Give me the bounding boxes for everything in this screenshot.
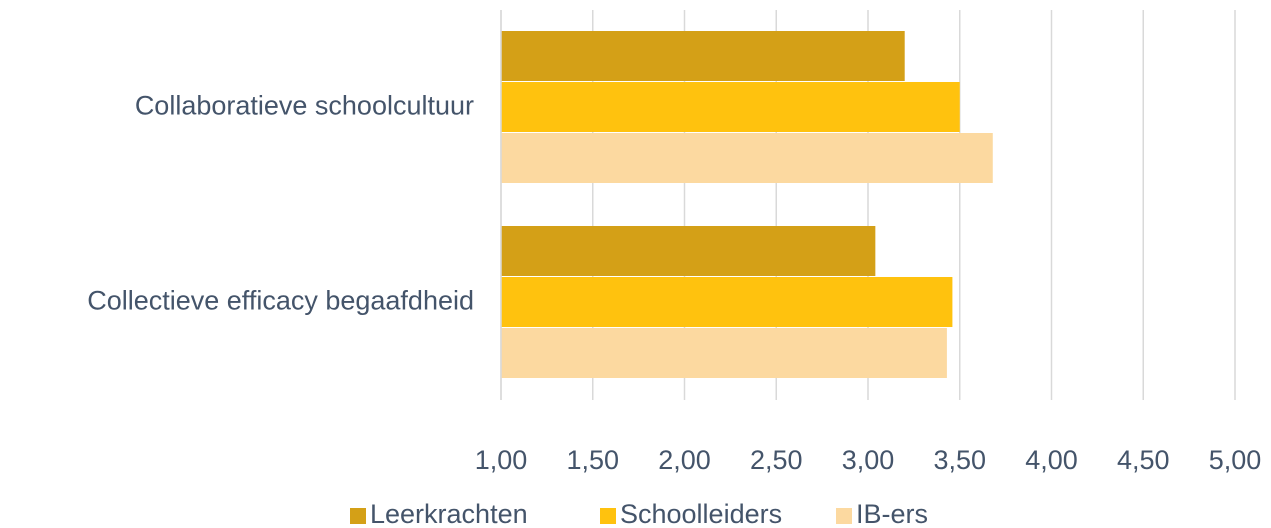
legend-label: IB-ers: [856, 499, 928, 528]
x-tick-label: 3,50: [933, 445, 986, 475]
x-tick-label: 1,50: [566, 445, 619, 475]
x-tick-label: 5,00: [1209, 445, 1262, 475]
legend-swatch: [350, 508, 366, 524]
x-tick-label: 4,00: [1025, 445, 1078, 475]
y-tick-label: Collectieve efficacy begaafdheid: [87, 286, 474, 316]
legend-swatch: [836, 508, 852, 524]
legend-label: Leerkrachten: [370, 499, 528, 528]
x-tick-label: 1,00: [475, 445, 528, 475]
x-tick-label: 4,50: [1117, 445, 1170, 475]
bar: [501, 226, 876, 276]
legend-label: Schoolleiders: [620, 499, 782, 528]
legend-swatch: [600, 508, 616, 524]
y-tick-label: Collaboratieve schoolcultuur: [135, 91, 474, 121]
bar: [501, 328, 947, 378]
bar: [501, 133, 993, 183]
x-tick-label: 2,50: [750, 445, 803, 475]
x-tick-label: 3,00: [842, 445, 895, 475]
x-tick-label: 2,00: [658, 445, 711, 475]
bar: [501, 82, 960, 132]
bar: [501, 277, 953, 327]
bar: [501, 31, 905, 81]
